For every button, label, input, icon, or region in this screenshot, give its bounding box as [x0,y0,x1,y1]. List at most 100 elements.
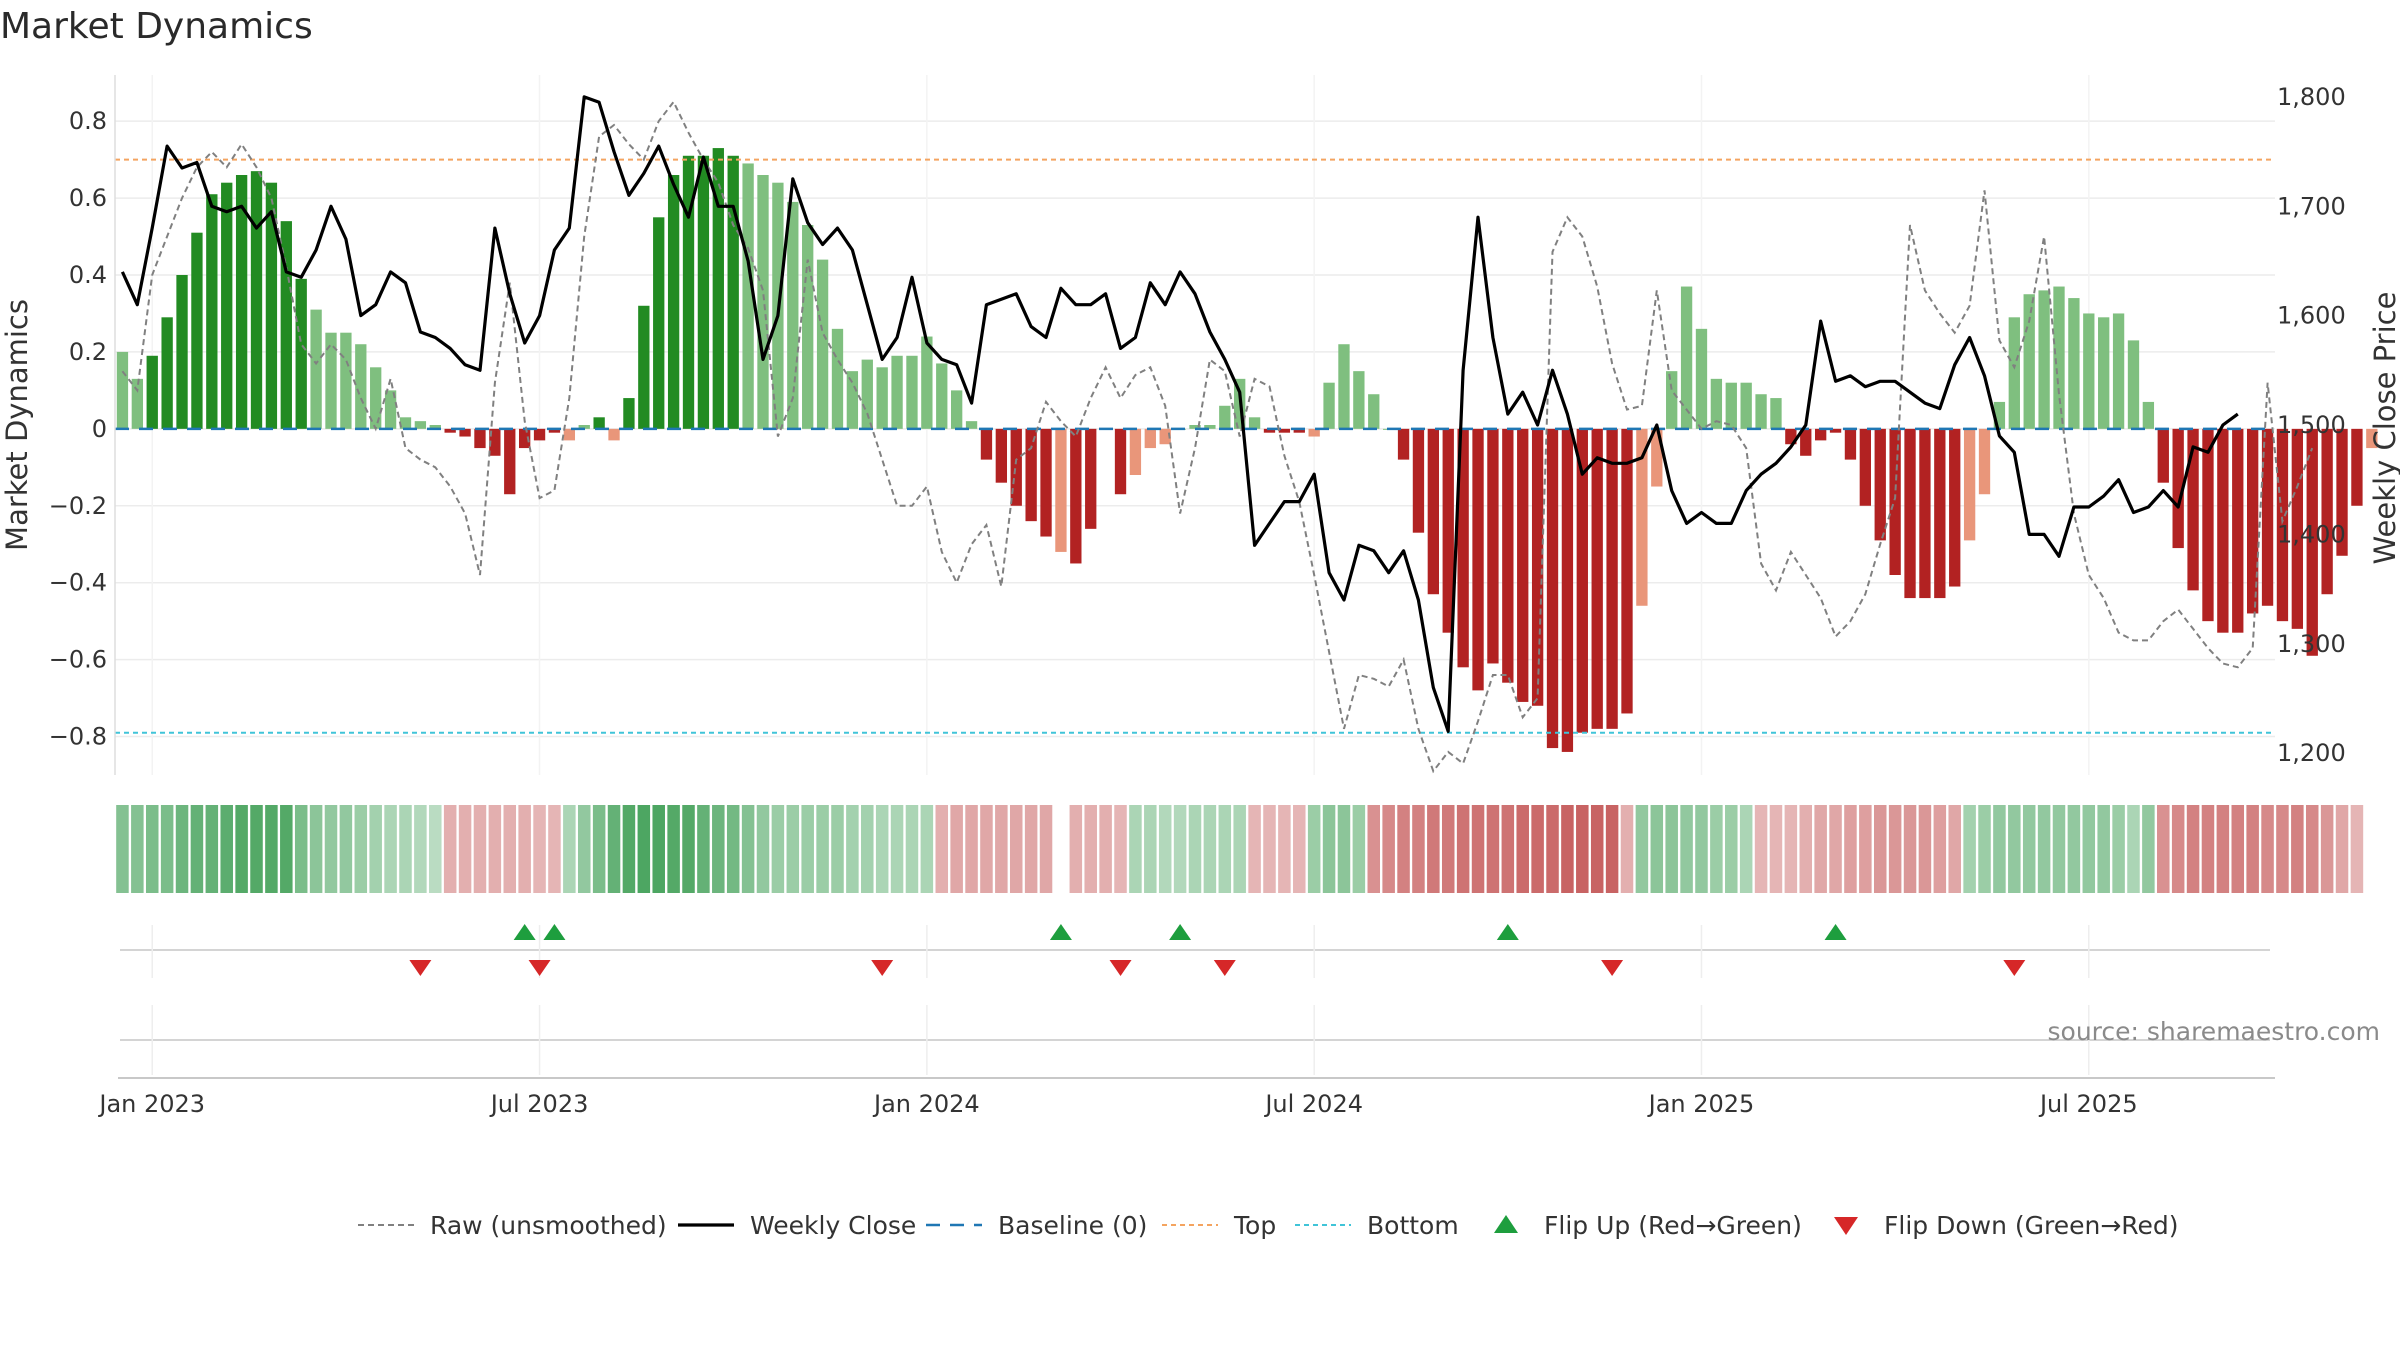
sentiment-cell [816,805,829,893]
dynamics-bar [1085,428,1097,529]
dynamics-bar [2127,340,2140,429]
sentiment-cell [1799,805,1813,893]
sentiment-cell [1859,805,1872,893]
sentiment-cell [682,805,695,893]
sentiment-cell [1188,805,1202,893]
dynamics-bar [727,155,739,429]
axes: 0.8 0.6 0.4 0.2 0 −0.2 −0.4 −0.6 −0.8 1,800 1,700 1… [0,75,2400,775]
dynamics-bar [265,182,278,429]
sentiment-cell [2186,805,2200,893]
dynamics-bar [2068,298,2080,429]
legend-label: Flip Up (Red→Green) [1544,1211,1802,1240]
sentiment-cell [145,805,159,893]
dynamics-bar [906,355,918,429]
sentiment-cell [1561,805,1574,893]
dynamics-bar [325,332,337,429]
dynamics-bar [2172,428,2184,549]
dynamics-bar [1502,428,1514,683]
legend-label: Weekly Close [750,1211,916,1240]
reference-lines [115,158,2275,734]
sentiment-cell [995,805,1008,893]
x-tick-label: Jul 2023 [489,1090,589,1118]
dynamics-bar [1561,428,1574,752]
dynamics-bar [1129,428,1142,475]
sentiment-cell [667,805,680,893]
dynamics-bar [1427,428,1440,595]
flip-down-marker [528,960,551,976]
y-tick-label: −0.8 [49,723,107,751]
dynamics-bar [682,155,695,429]
dynamics-bar [861,359,873,429]
sentiment-cell [399,805,412,893]
dynamics-bar [831,328,844,429]
sentiment-cell [726,805,740,893]
dynamics-bar [250,171,263,429]
sentiment-cell [1739,805,1753,893]
dynamics-bar [638,305,650,429]
dynamics-bar [1546,428,1559,749]
x-tick-label: Jan 2024 [872,1090,980,1118]
dynamics-bar [1651,428,1663,487]
y-tick-label: −0.6 [49,646,107,674]
dynamics-bar [1442,428,1454,633]
sentiment-cell [250,805,263,893]
dynamics-bar [1755,394,1767,429]
sentiment-cell [1933,805,1947,893]
dynamics-bar [1889,428,1901,575]
y2-tick-label: 1,300 [2277,630,2346,658]
dynamics-bar [1963,428,1976,541]
dynamics-bar [2291,428,2304,629]
sentiment-cell [2097,805,2110,893]
dynamics-bar [235,175,248,429]
dynamics-bar [355,344,367,429]
dynamics-bar [2246,428,2259,614]
sentiment-cell [1888,805,1902,893]
sentiment-cell [622,805,636,893]
sentiment-cell [1322,805,1336,893]
sentiment-cell [1144,805,1157,893]
dynamics-bar [2217,428,2229,633]
sentiment-cell [1263,805,1276,893]
dynamics-bar [2306,428,2318,656]
sentiment-cell [1352,805,1366,893]
dynamics-bar [1844,428,1857,460]
dynamics-bar [1680,286,1693,429]
dynamics-bar [280,221,292,429]
weekly-close-line [120,95,2239,733]
sentiment-cell [1471,805,1485,893]
sentiment-cell [2157,805,2170,893]
dynamics-bar [310,309,322,429]
dynamics-bar [1859,428,1872,506]
dynamics-bar [1785,428,1797,445]
dynamics-bar [950,390,963,429]
dynamics-bar [1263,428,1276,433]
dynamics-bar [1904,428,1916,599]
dynamics-bar [1710,378,1723,429]
sentiment-cell [1650,805,1664,893]
dynamics-bar [1159,428,1171,445]
dynamics-bar [697,155,710,429]
flip-down-marker [1601,960,1624,976]
sentiment-cell [1203,805,1217,893]
flip-up-marker [1169,924,1192,940]
sentiment-cell [1710,805,1723,893]
dynamics-bar [980,428,993,460]
dynamics-bar [1725,382,1737,429]
sentiment-cell [2008,805,2021,893]
sentiment-cell [1039,805,1053,893]
sentiment-cell [950,805,963,893]
dynamics-bar [2098,317,2110,429]
sentiment-cell [1397,805,1410,893]
sentiment-cell [1531,805,1544,893]
sentiment-cell [697,805,710,893]
dynamics-bar [1800,428,1812,456]
dynamics-bar [1189,425,1201,429]
dynamics-bar [1919,428,1931,599]
dynamics-bar [295,278,307,429]
flip-down-marker [1109,960,1132,976]
sentiment-cell [2142,805,2155,893]
sentiment-cell [577,805,591,893]
sentiment-cell [771,805,785,893]
sentiment-cell [309,805,323,893]
y2-tick-label: 1,700 [2277,192,2346,220]
